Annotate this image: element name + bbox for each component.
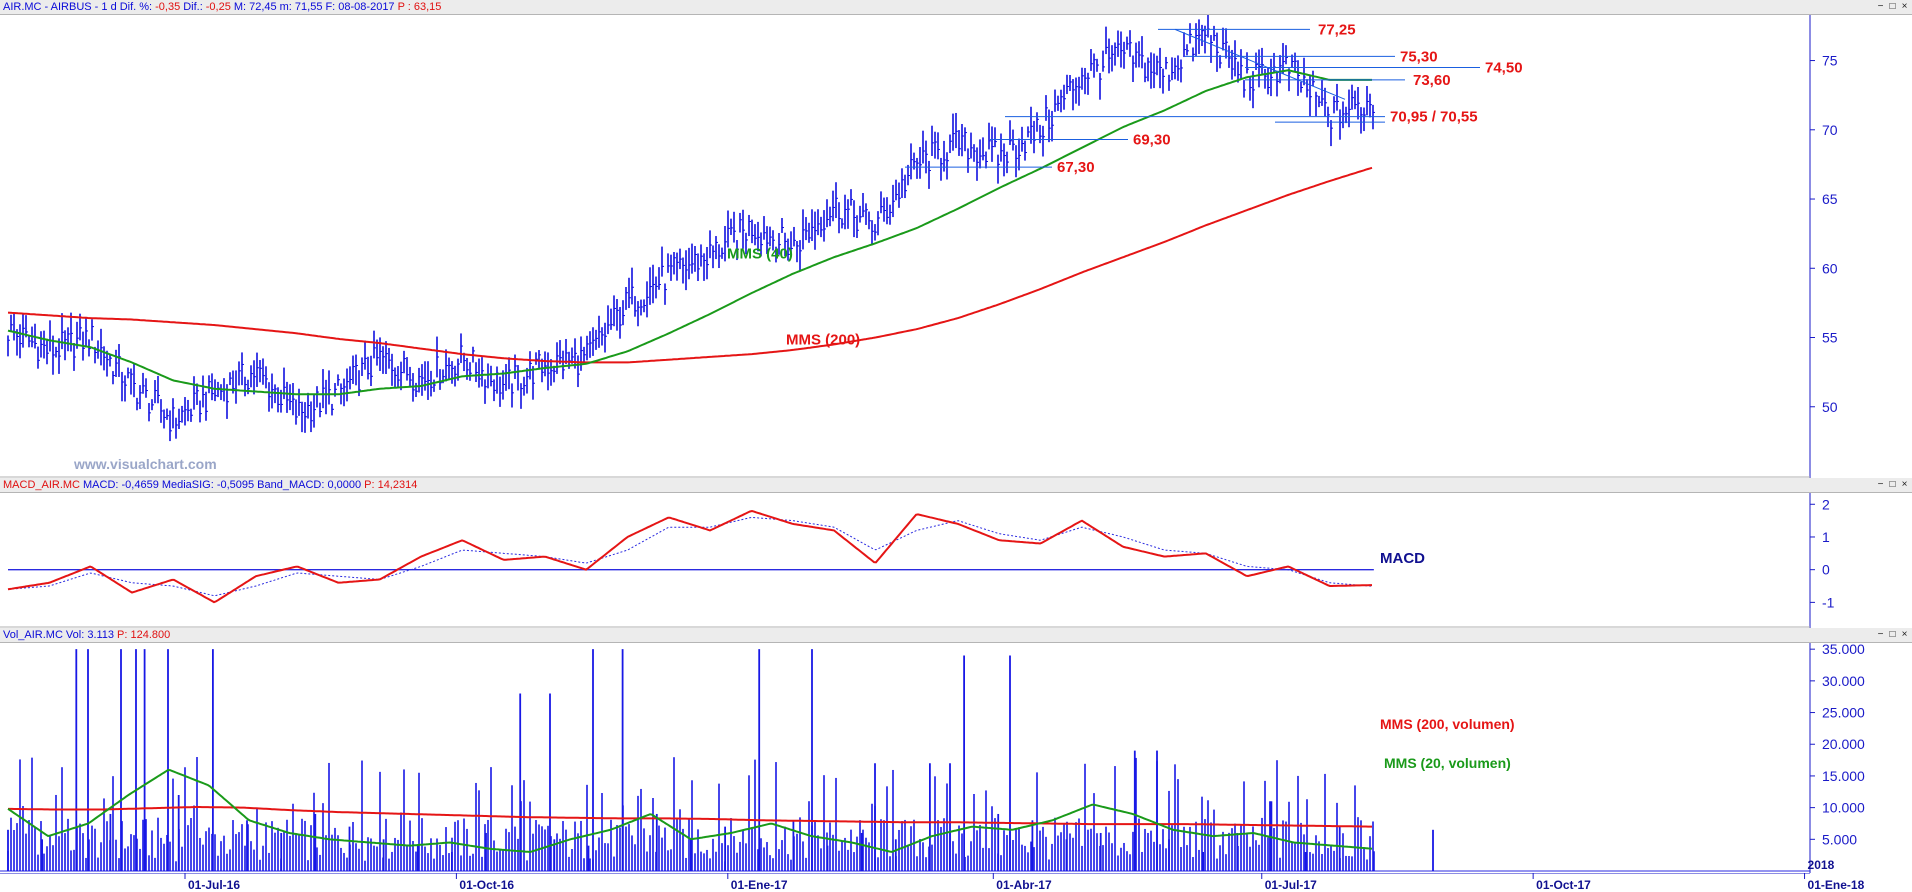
macd-y-tick-label: 0 (1822, 562, 1830, 578)
vol-y-tick-label: 5.000 (1822, 831, 1857, 847)
close-icon[interactable]: × (1901, 1, 1908, 12)
price-y-tick-label: 75 (1822, 53, 1838, 69)
level-label: 73,60 (1413, 72, 1451, 89)
minimize-icon[interactable]: − (1877, 629, 1884, 640)
level-label: 67,30 (1057, 159, 1095, 176)
macd-y-tick-label: -1 (1822, 594, 1835, 610)
watermark: www.visualchart.com (73, 456, 217, 472)
volume-panel-header: Vol_AIR.MC Vol: 3.113 P: 124.800 − □ × (0, 628, 1912, 643)
level-label: 70,95 / 70,55 (1390, 109, 1478, 126)
header-field: F: 08-08-2017 (325, 1, 395, 13)
volume-bars (7, 649, 1434, 871)
mms200-label: MMS (200) (786, 331, 860, 348)
level-label: 69,30 (1133, 131, 1171, 148)
header-field: Dif. %: (119, 1, 153, 13)
minimize-icon[interactable]: − (1877, 1, 1884, 12)
header-field: MACD_AIR.MC (3, 479, 81, 491)
header-field: Dif.: (183, 1, 203, 13)
vol-mms200-label: MMS (200, volumen) (1380, 716, 1515, 732)
price-bars (7, 15, 1375, 442)
price-y-tick-label: 60 (1822, 260, 1838, 276)
maximize-icon[interactable]: □ (1889, 479, 1896, 490)
header-field: Vol_AIR.MC (3, 629, 63, 641)
header-field: Band_MACD: 0,0000 (257, 479, 362, 491)
mms200-line (7, 166, 1373, 364)
price-y-tick-label: 65 (1822, 191, 1838, 207)
close-icon[interactable]: × (1901, 629, 1908, 640)
header-field: M: 72,45 (233, 1, 277, 13)
header-field: AIR.MC - AIRBUS - 1 d (3, 1, 117, 13)
vol-y-tick-label: 15.000 (1822, 768, 1865, 784)
x-axis: 01-Jul-16 01-Oct-16 01-Ene-17 01-Abr-17 01-J… (0, 873, 1865, 892)
header-field: -0,25 (205, 1, 231, 13)
header-field: Vol: 3.113 (65, 629, 115, 641)
header-field: m: 71,55 (279, 1, 323, 13)
header-field: MediaSIG: -0,5095 (161, 479, 255, 491)
maximize-icon[interactable]: □ (1889, 1, 1896, 12)
x-tick-label: 01-Oct-17 (1536, 878, 1591, 892)
x-tick-label: 01-Ene-18 (1808, 878, 1865, 892)
year-marker-label: 2018 (1808, 858, 1835, 872)
x-tick-label: 01-Abr-17 (996, 878, 1052, 892)
vol-y-tick-label: 35.000 (1822, 643, 1865, 657)
trendline (1174, 28, 1346, 100)
level-label: 75,30 (1400, 48, 1438, 65)
macd-label: MACD (1380, 550, 1425, 567)
volume-chart: 5.000 10.000 15.000 20.000 25.000 30.000 35.00… (0, 643, 1865, 873)
macd-y-tick-label: 1 (1822, 529, 1830, 545)
mms40-label: MMS (40) (727, 246, 793, 263)
level-label: 74,50 (1485, 59, 1523, 76)
x-tick-label: 01-Jul-16 (188, 878, 240, 892)
level-label: 77,25 (1318, 21, 1356, 38)
price-y-tick-label: 55 (1822, 330, 1838, 346)
header-field: P: 124.800 (117, 629, 171, 641)
x-tick-label: 01-Oct-16 (459, 878, 514, 892)
header-field: -0,35 (155, 1, 181, 13)
vol-y-tick-label: 25.000 (1822, 705, 1865, 721)
vol-mms20-label: MMS (20, volumen) (1384, 755, 1511, 771)
header-field: P: 14,2314 (364, 479, 418, 491)
header-field: P : 63,15 (397, 1, 442, 13)
price-y-tick-label: 50 (1822, 399, 1838, 415)
macd-y-tick-label: 2 (1822, 496, 1830, 512)
price-panel-header: AIR.MC - AIRBUS - 1 d Dif. %: -0,35 Dif.: -0… (0, 0, 1912, 15)
x-tick-label: 01-Jul-17 (1265, 878, 1317, 892)
price-y-tick-label: 70 (1822, 122, 1838, 138)
vol-mms20-line (7, 768, 1373, 854)
close-icon[interactable]: × (1901, 479, 1908, 490)
maximize-icon[interactable]: □ (1889, 629, 1896, 640)
mms40-line (7, 69, 1372, 396)
macd-signal-line (7, 516, 1373, 597)
vol-y-tick-label: 10.000 (1822, 800, 1865, 816)
macd-chart: 2 1 0 -1 MACD (0, 493, 1835, 628)
vol-y-tick-label: 20.000 (1822, 736, 1865, 752)
vol-y-tick-label: 30.000 (1822, 673, 1865, 689)
header-field: MACD: -0,4659 (83, 479, 159, 491)
macd-panel-header: MACD_AIR.MC MACD: -0,4659 MediaSIG: -0,509… (0, 478, 1912, 493)
price-chart: 50 55 60 65 70 75 www.visualchart.com MMS (40) M… (0, 15, 1838, 478)
x-tick-label: 01-Ene-17 (731, 878, 788, 892)
minimize-icon[interactable]: − (1877, 479, 1884, 490)
macd-line (7, 509, 1372, 604)
